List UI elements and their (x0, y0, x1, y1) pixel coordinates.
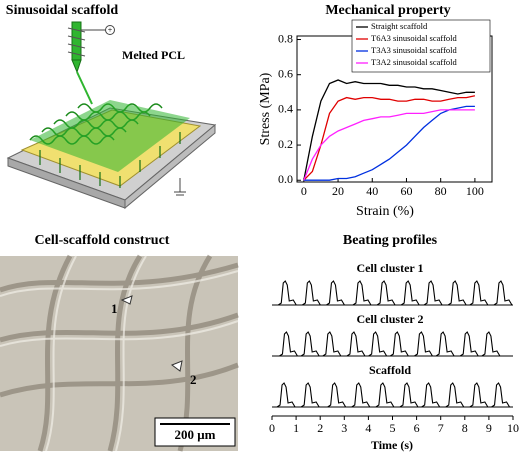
beat-spike (300, 382, 320, 408)
beat-spike (376, 280, 396, 306)
beat-spike (326, 280, 345, 306)
data-line (303, 79, 475, 181)
x-tick-label: 7 (438, 421, 444, 435)
x-axis-label: Strain (%) (356, 204, 414, 219)
beat-spike (368, 331, 388, 357)
beat-spike (481, 331, 501, 357)
x-tick-label: 3 (341, 421, 347, 435)
micrograph (0, 254, 239, 452)
y-tick-label: 0.8 (278, 31, 293, 45)
beat-spike (352, 280, 372, 306)
x-tick-label: 2 (317, 421, 323, 435)
x-tick-label: 4 (365, 421, 371, 435)
beat-spike (302, 280, 321, 306)
beat-spike (421, 382, 441, 408)
x-tick-label: 1 (293, 421, 299, 435)
beat-spike (276, 382, 296, 408)
beat-spike (423, 280, 443, 306)
x-tick-label: 5 (390, 421, 396, 435)
y-tick-label: 0.2 (278, 137, 293, 151)
svg-text:+: + (108, 25, 113, 34)
x-axis-label: Time (s) (371, 438, 413, 452)
x-tick-label: 60 (400, 184, 412, 198)
chart-title: Beating profiles (343, 233, 438, 248)
annotation: Melted PCL (122, 48, 185, 62)
x-tick-label: 10 (507, 421, 519, 435)
trace-label: Cell cluster 2 (356, 312, 423, 326)
x-tick-label: 40 (366, 184, 378, 198)
legend-box (351, 19, 491, 73)
beat-spike (469, 382, 489, 408)
legend-label: Straight scaffold (371, 21, 428, 31)
x-tick-label: 8 (462, 421, 468, 435)
legend-label: T3A3 sinusoidal scaffold (371, 45, 458, 55)
beat-spike (459, 331, 479, 357)
trace-label: Cell cluster 1 (356, 261, 423, 275)
legend-label: T3A2 sinusoidal scaffold (371, 57, 458, 67)
beat-spike (493, 280, 513, 306)
legend-label: T6A3 sinusoidal scaffold (371, 33, 458, 43)
beat-spike (390, 331, 409, 357)
scale-bar-label: 200 μm (175, 427, 216, 442)
trace-label: Scaffold (369, 363, 411, 377)
x-tick-label: 0 (269, 421, 275, 435)
data-line (303, 95, 476, 181)
y-tick-label: 0.0 (278, 172, 293, 186)
x-tick-label: 20 (332, 184, 344, 198)
marker-label: 2 (190, 372, 197, 387)
beat-spike (279, 331, 298, 357)
y-axis-label: Stress (MPa) (258, 72, 273, 145)
beat-spike (375, 382, 395, 408)
beat-spike (399, 382, 419, 408)
beat-spike (327, 382, 347, 408)
y-tick-label: 0.6 (278, 66, 293, 80)
y-tick-label: 0.4 (278, 102, 293, 116)
x-tick-label: 0 (301, 184, 307, 198)
scaffold-illustration: + (6, 21, 217, 210)
beat-spike (300, 331, 320, 357)
beat-spike (435, 331, 455, 357)
beat-spike (400, 280, 420, 306)
data-line (303, 105, 475, 181)
beat-spike (447, 280, 467, 306)
x-tick-label: 9 (486, 421, 492, 435)
x-tick-label: 80 (435, 184, 447, 198)
beat-spike (445, 382, 465, 408)
beat-spike (414, 331, 433, 357)
beat-spike (469, 280, 489, 306)
x-tick-label: 100 (466, 184, 484, 198)
beat-spike (322, 331, 342, 357)
data-line (303, 109, 475, 181)
panel-title: Sinusoidal scaffold (6, 3, 119, 18)
beat-spike (346, 331, 366, 357)
beat-spike (277, 280, 297, 306)
panel-title: Cell-scaffold construct (35, 233, 170, 248)
marker-label: 1 (111, 301, 118, 316)
beat-spike (351, 382, 371, 408)
x-tick-label: 6 (414, 421, 420, 435)
beat-spike (491, 382, 511, 408)
chart-title: Mechanical property (325, 3, 450, 18)
